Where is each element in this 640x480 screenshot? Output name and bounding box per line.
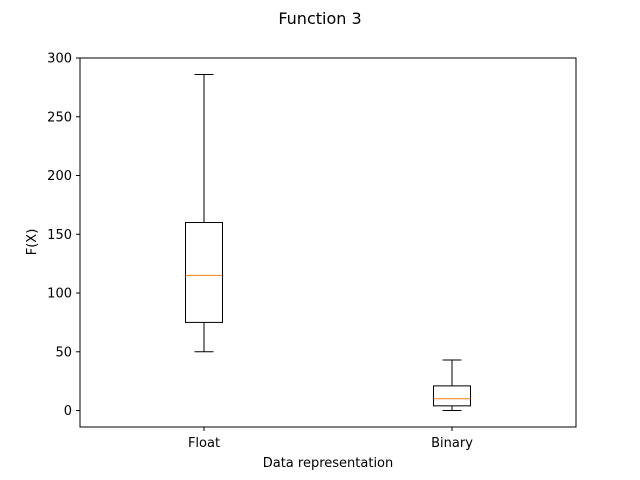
box-binary [433,359,471,412]
y-axis-label: F(X) [25,229,40,256]
x-tick-label: Float [188,436,220,451]
x-tick-label: Binary [431,436,473,451]
x-axis-label: Data representation [263,456,394,471]
box-float [185,73,223,353]
y-axis: 0 50 100 150 200 250 300 [47,52,80,419]
y-tick-label: 300 [47,52,72,67]
x-axis: Float Binary [188,427,473,451]
y-tick-label: 0 [64,404,72,419]
iqr-box [433,385,471,407]
plot-frame [79,57,577,428]
y-tick-label: 150 [47,228,72,243]
y-tick-label: 50 [55,345,72,360]
y-tick-label: 200 [47,169,72,184]
iqr-box [185,222,223,323]
chart-title: Function 3 [278,9,361,28]
boxes [185,73,471,412]
y-tick-label: 250 [47,110,72,125]
y-tick-label: 100 [47,287,72,302]
